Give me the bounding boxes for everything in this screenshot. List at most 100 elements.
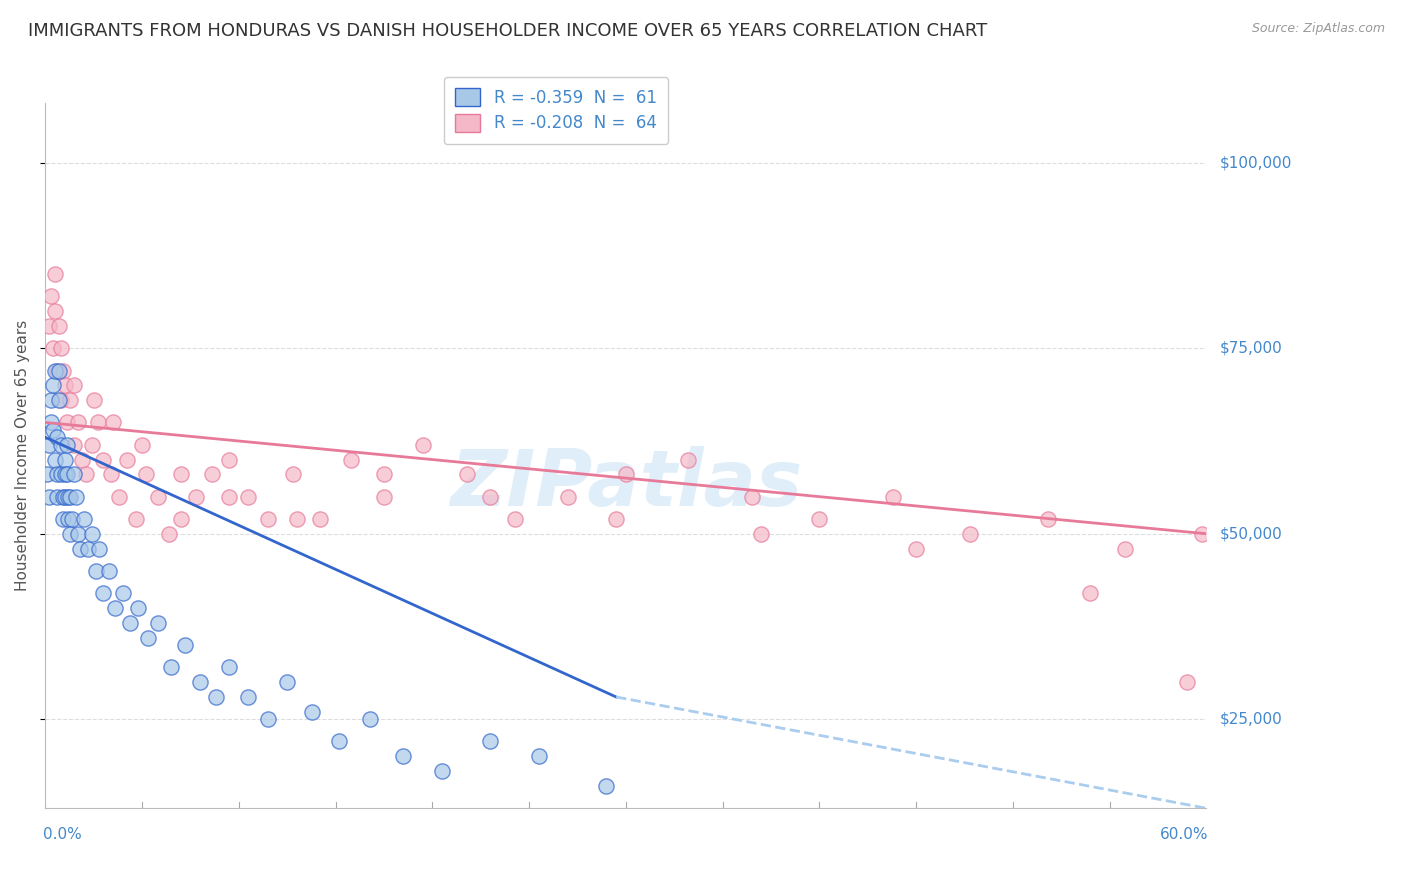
Point bbox=[63, 467, 86, 482]
Point bbox=[38, 438, 60, 452]
Point bbox=[67, 526, 90, 541]
Point bbox=[80, 438, 103, 452]
Text: ZIPatlas: ZIPatlas bbox=[450, 446, 801, 522]
Point bbox=[479, 490, 502, 504]
Point bbox=[749, 526, 772, 541]
Point bbox=[86, 416, 108, 430]
Point bbox=[67, 416, 90, 430]
Point bbox=[373, 490, 395, 504]
Point bbox=[58, 512, 80, 526]
Point bbox=[741, 490, 763, 504]
Point bbox=[73, 512, 96, 526]
Text: $75,000: $75,000 bbox=[1220, 341, 1282, 356]
Point bbox=[115, 452, 138, 467]
Point bbox=[328, 734, 350, 748]
Point bbox=[146, 615, 169, 630]
Text: $25,000: $25,000 bbox=[1220, 712, 1282, 727]
Point bbox=[70, 452, 93, 467]
Point bbox=[53, 452, 76, 467]
Point bbox=[256, 512, 278, 526]
Point bbox=[276, 675, 298, 690]
Point bbox=[309, 512, 332, 526]
Point bbox=[120, 615, 142, 630]
Point bbox=[170, 512, 193, 526]
Point bbox=[285, 512, 308, 526]
Point bbox=[39, 416, 62, 430]
Legend: R = -0.359  N =  61, R = -0.208  N =  64: R = -0.359 N = 61, R = -0.208 N = 64 bbox=[444, 77, 668, 144]
Point bbox=[359, 712, 381, 726]
Point bbox=[104, 601, 127, 615]
Point bbox=[238, 690, 260, 704]
Point bbox=[201, 467, 224, 482]
Point bbox=[505, 512, 527, 526]
Point bbox=[55, 416, 77, 430]
Text: 60.0%: 60.0% bbox=[1160, 827, 1208, 842]
Point bbox=[101, 416, 124, 430]
Point bbox=[83, 393, 105, 408]
Point bbox=[98, 564, 121, 578]
Point bbox=[256, 712, 278, 726]
Point bbox=[392, 749, 415, 764]
Point bbox=[91, 586, 114, 600]
Point bbox=[136, 631, 159, 645]
Point bbox=[1114, 541, 1136, 556]
Point bbox=[479, 734, 502, 748]
Point bbox=[44, 452, 66, 467]
Point bbox=[49, 341, 72, 355]
Point bbox=[412, 438, 434, 452]
Point bbox=[557, 490, 579, 504]
Text: 0.0%: 0.0% bbox=[44, 827, 82, 842]
Point bbox=[605, 512, 627, 526]
Point bbox=[146, 490, 169, 504]
Point bbox=[527, 749, 550, 764]
Point bbox=[53, 490, 76, 504]
Point bbox=[55, 467, 77, 482]
Point bbox=[42, 378, 65, 392]
Point bbox=[55, 438, 77, 452]
Point bbox=[52, 512, 75, 526]
Point bbox=[1078, 586, 1101, 600]
Point bbox=[45, 467, 67, 482]
Point bbox=[125, 512, 148, 526]
Point bbox=[53, 467, 76, 482]
Point bbox=[45, 490, 67, 504]
Point bbox=[301, 705, 323, 719]
Point bbox=[38, 490, 60, 504]
Point bbox=[42, 423, 65, 437]
Point bbox=[84, 564, 107, 578]
Point bbox=[49, 467, 72, 482]
Point bbox=[75, 467, 97, 482]
Point bbox=[281, 467, 304, 482]
Point bbox=[38, 318, 60, 333]
Point bbox=[63, 438, 86, 452]
Point bbox=[238, 490, 260, 504]
Point bbox=[808, 512, 831, 526]
Point bbox=[44, 267, 66, 281]
Point bbox=[80, 526, 103, 541]
Point bbox=[160, 660, 183, 674]
Point bbox=[430, 764, 453, 779]
Point bbox=[959, 526, 981, 541]
Point bbox=[218, 660, 240, 674]
Point bbox=[48, 393, 70, 408]
Text: $50,000: $50,000 bbox=[1220, 526, 1282, 541]
Point bbox=[218, 490, 240, 504]
Text: Source: ZipAtlas.com: Source: ZipAtlas.com bbox=[1251, 22, 1385, 36]
Point bbox=[63, 378, 86, 392]
Point bbox=[45, 363, 67, 377]
Point bbox=[42, 341, 65, 355]
Point bbox=[108, 490, 131, 504]
Point bbox=[204, 690, 226, 704]
Point bbox=[1036, 512, 1059, 526]
Point bbox=[89, 541, 111, 556]
Point bbox=[218, 452, 240, 467]
Point bbox=[49, 393, 72, 408]
Point bbox=[188, 675, 211, 690]
Point bbox=[1175, 675, 1198, 690]
Point bbox=[882, 490, 904, 504]
Point bbox=[173, 638, 195, 652]
Point bbox=[1191, 526, 1213, 541]
Point bbox=[59, 393, 82, 408]
Point bbox=[45, 430, 67, 444]
Point bbox=[170, 467, 193, 482]
